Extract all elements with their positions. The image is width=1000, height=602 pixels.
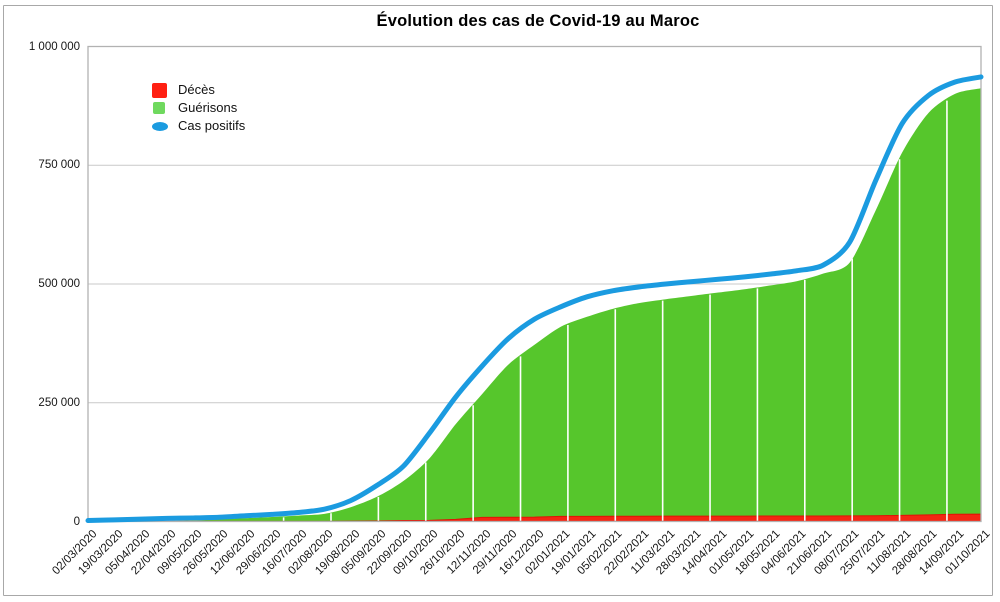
deces-square-icon xyxy=(152,82,167,98)
deces-swatch-cell xyxy=(152,82,178,98)
y-tick-label: 250 000 xyxy=(38,396,80,409)
guerisons-square-icon xyxy=(153,102,165,114)
y-tick-label: 500 000 xyxy=(38,278,80,290)
legend-label-guerisons: Guérisons xyxy=(178,100,238,115)
plot-frame xyxy=(87,45,982,523)
y-tick-label: 1 000 000 xyxy=(28,40,80,53)
y-tick-label: 0 xyxy=(73,515,80,528)
y-tick-label: 750 000 xyxy=(38,159,80,172)
legend: Décès Guérisons Cas positifs xyxy=(152,81,245,135)
legend-label-deces: Décès xyxy=(178,82,215,97)
legend-item-deces: Décès xyxy=(152,81,245,99)
cas-positifs-line xyxy=(85,74,984,524)
guerisons-swatch-cell xyxy=(152,102,178,114)
legend-item-cas-positifs: Cas positifs xyxy=(152,117,245,135)
cas-positifs-swatch-cell xyxy=(152,121,178,131)
chart-title: Évolution des cas de Covid-19 au Maroc xyxy=(376,12,700,30)
legend-item-guerisons: Guérisons xyxy=(152,99,245,117)
cas-positifs-marker-icon xyxy=(152,121,168,131)
guerisons-area xyxy=(88,88,981,522)
legend-label-cas-positifs: Cas positifs xyxy=(178,118,246,133)
